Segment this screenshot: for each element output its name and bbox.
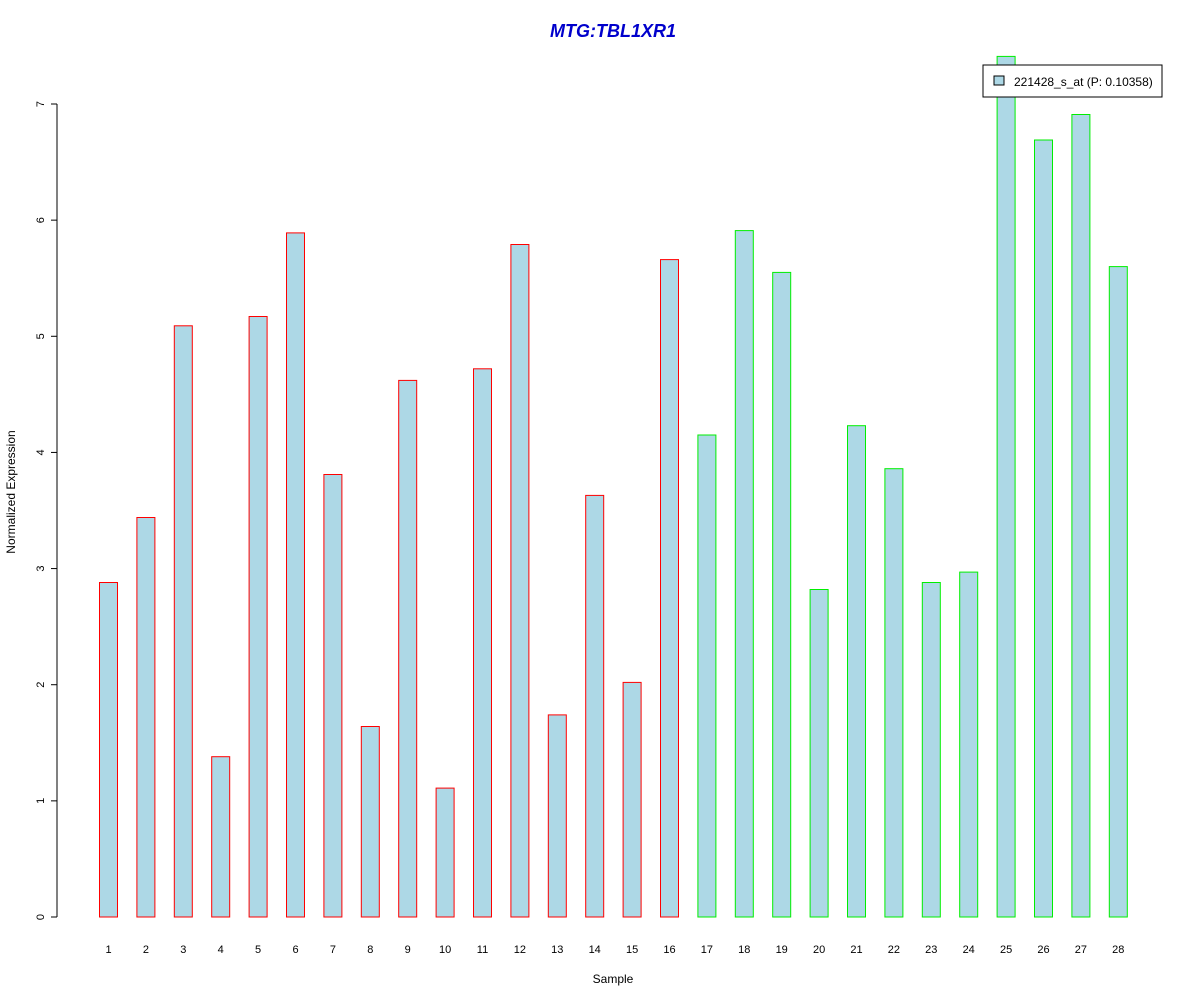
x-tick-label: 21 — [850, 944, 862, 956]
bar-sample-11 — [473, 368, 492, 918]
y-tick-label: 0 — [35, 914, 47, 920]
x-tick-label: 15 — [626, 944, 638, 956]
y-tick-label: 1 — [35, 798, 47, 804]
x-tick-label: 22 — [888, 944, 900, 956]
bar-sample-19 — [772, 271, 792, 918]
bar-sample-23 — [921, 582, 941, 918]
x-tick-label: 10 — [439, 944, 451, 956]
bar-sample-18 — [734, 230, 754, 918]
bar-sample-10 — [435, 787, 455, 918]
bar-sample-1 — [99, 582, 118, 918]
x-tick-label: 4 — [218, 944, 224, 956]
x-tick-label: 24 — [963, 944, 975, 956]
x-tick-label: 8 — [367, 944, 373, 956]
bar-sample-27 — [1071, 114, 1091, 918]
x-tick-label: 5 — [255, 944, 261, 956]
x-tick-label: 28 — [1112, 944, 1124, 956]
x-tick-label: 17 — [701, 944, 713, 956]
bar-sample-25 — [996, 55, 1016, 918]
y-tick-label: 5 — [35, 333, 47, 339]
x-tick-label: 27 — [1075, 944, 1087, 956]
bar-sample-7 — [323, 474, 343, 918]
x-tick-label: 16 — [663, 944, 675, 956]
x-axis-label: Sample — [593, 972, 634, 986]
bar-sample-12 — [510, 244, 530, 918]
bar-sample-14 — [585, 494, 605, 918]
legend-box — [982, 64, 1163, 98]
x-tick-label: 1 — [105, 944, 111, 956]
x-tick-label: 20 — [813, 944, 825, 956]
y-tick-label: 2 — [35, 682, 47, 688]
x-tick-label: 12 — [514, 944, 526, 956]
x-tick-label: 9 — [405, 944, 411, 956]
legend: 221428_s_at (P: 0.10358) — [982, 64, 1163, 98]
legend-entry-label: 221428_s_at (P: 0.10358) — [1014, 75, 1153, 89]
x-tick-labels: 1 2 3 4 5 6 7 8 9 10 11 12 13 14 15 16 17 18 19 20 21 22 23 24 2… — [105, 944, 1124, 956]
x-tick-label: 6 — [292, 944, 298, 956]
bar-sample-24 — [959, 571, 979, 918]
bar-sample-17 — [697, 434, 717, 918]
y-tick-label: 3 — [35, 566, 47, 572]
bar-sample-9 — [398, 379, 418, 918]
y-axis: 0 1 2 3 4 5 6 7 — [35, 101, 58, 920]
x-tick-label: 14 — [589, 944, 601, 956]
bar-sample-5 — [248, 316, 268, 918]
bar-sample-16 — [660, 259, 679, 918]
legend-swatch — [993, 75, 1005, 86]
y-tick-label: 7 — [35, 101, 47, 107]
bar-sample-4 — [211, 756, 231, 918]
x-tick-label: 19 — [776, 944, 788, 956]
x-tick-label: 7 — [330, 944, 336, 956]
bars — [99, 55, 1128, 918]
bar-sample-3 — [173, 325, 193, 918]
y-axis-label: Normalized Expression — [4, 430, 18, 553]
bar-sample-15 — [622, 681, 642, 918]
bar-sample-6 — [286, 232, 305, 918]
x-tick-label: 23 — [925, 944, 937, 956]
bar-sample-8 — [360, 726, 380, 918]
x-tick-label: 25 — [1000, 944, 1012, 956]
chart-title: MTG:TBL1XR1 — [550, 21, 676, 41]
bar-sample-28 — [1108, 266, 1128, 918]
x-tick-label: 18 — [738, 944, 750, 956]
bar-sample-26 — [1034, 139, 1053, 918]
x-tick-label: 11 — [477, 944, 488, 956]
bar-sample-20 — [809, 589, 829, 918]
bar-sample-13 — [547, 714, 567, 918]
y-tick-label: 6 — [35, 217, 47, 223]
x-tick-label: 2 — [143, 944, 149, 956]
x-tick-label: 26 — [1037, 944, 1049, 956]
x-tick-label: 3 — [180, 944, 186, 956]
bar-sample-2 — [136, 517, 156, 918]
x-tick-label: 13 — [551, 944, 563, 956]
y-tick-label: 4 — [35, 449, 47, 455]
bar-sample-21 — [847, 425, 866, 918]
bar-sample-22 — [884, 468, 904, 918]
